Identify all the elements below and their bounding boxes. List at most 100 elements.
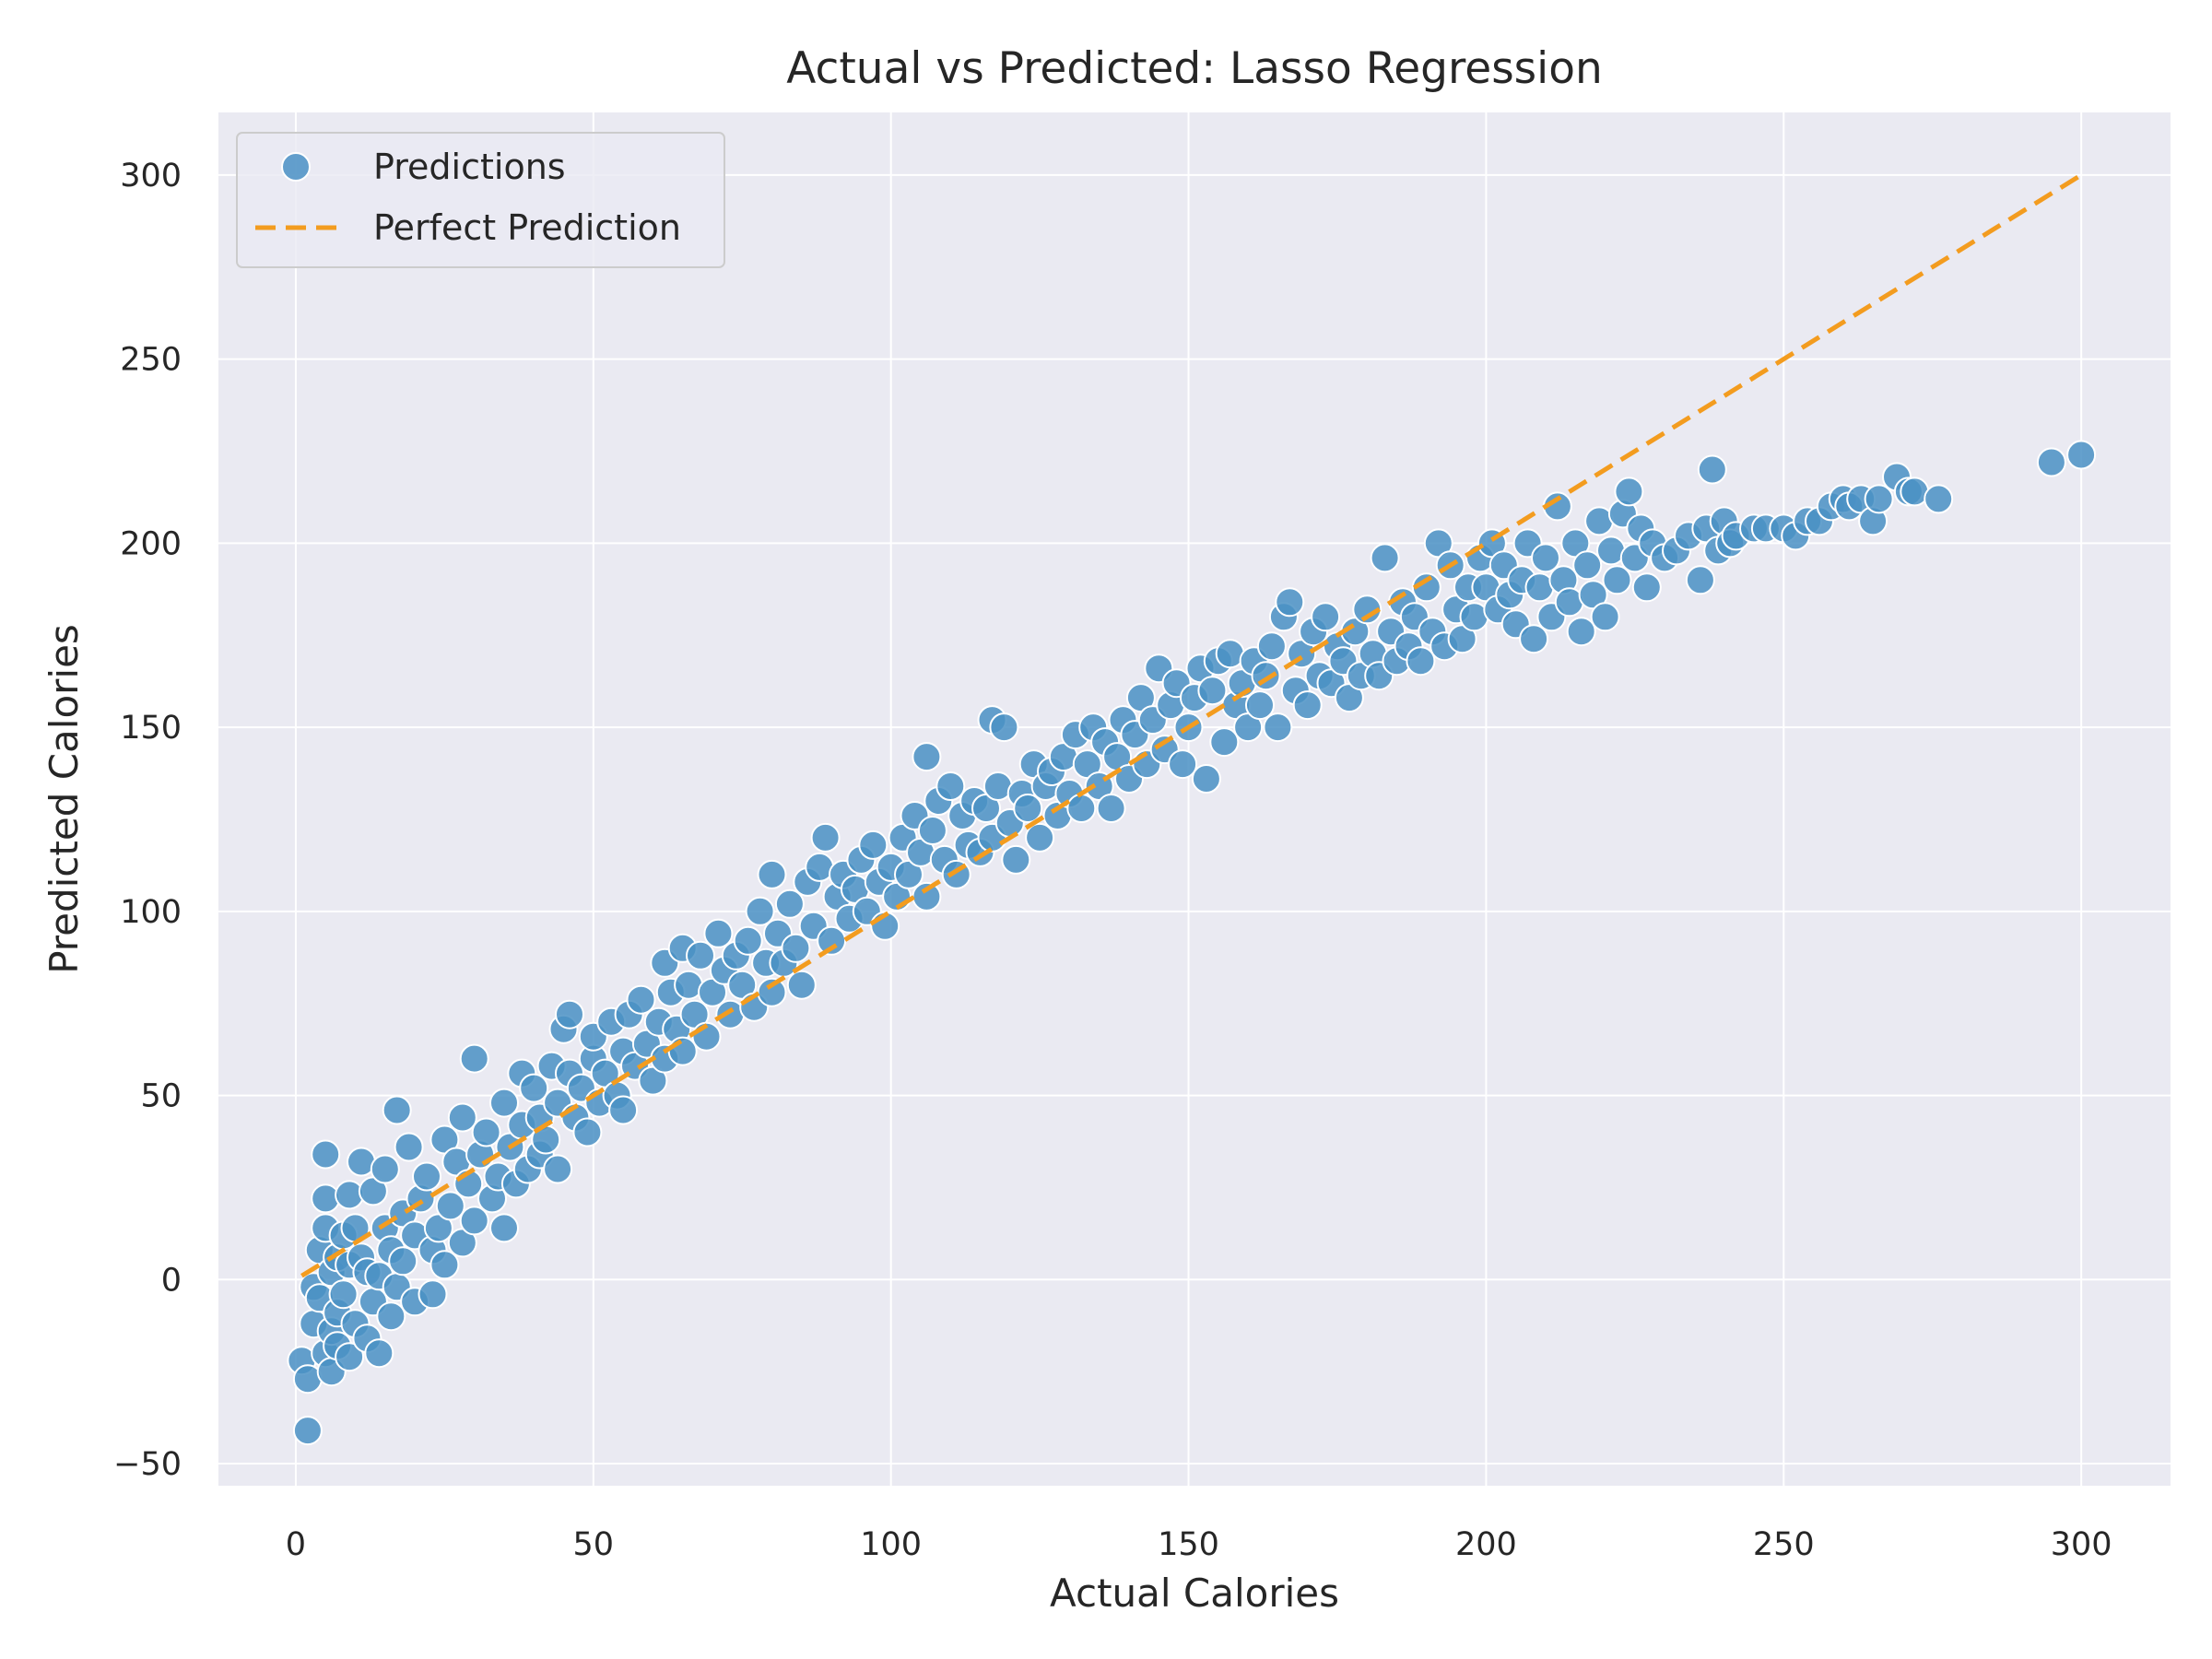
scatter-point [328,1279,359,1310]
scatter-point [543,1154,573,1184]
scatter-point [418,1279,448,1310]
scatter-point [572,1117,603,1147]
scatter-point [1566,617,1596,647]
scatter-point [1245,690,1275,721]
x-tick-label: 250 [1753,1526,1815,1563]
scatter-point [471,1117,501,1147]
perfect-prediction-line [300,172,2083,1278]
scatter-point [412,1161,441,1192]
scatter-point [1411,572,1441,603]
scatter-point [1590,602,1620,632]
x-tick-label: 150 [1158,1526,1219,1563]
scatter-point [1685,565,1715,595]
scatter-point [745,896,775,926]
y-tick-label: −50 [113,1446,182,1483]
y-axis-ticks: −50 0 50 100 150 200 250 300 [113,158,182,1483]
scatter-point [1191,764,1221,794]
scatter-point [1013,794,1043,823]
x-tick-label: 0 [286,1526,306,1563]
x-tick-label: 300 [2051,1526,2112,1563]
x-tick-label: 100 [860,1526,922,1563]
scatter-point [2036,447,2066,477]
scatter-point [519,1073,549,1103]
scatter-point [786,970,817,1000]
scatter-point [447,1102,477,1133]
scatter-point [2066,440,2097,470]
scatter-point [1066,794,1097,823]
scatter-point [1001,844,1031,875]
scatter-point [774,888,805,919]
scatter-point [989,712,1019,743]
legend-box [236,132,725,268]
legend: Predictions Perfect Prediction [236,132,725,268]
scatter-point [810,822,841,853]
scatter-point [364,1338,394,1369]
scatter-point [292,1416,323,1446]
y-tick-label: 50 [140,1078,182,1115]
y-tick-label: 100 [120,894,182,931]
scatter-point [335,1342,365,1372]
scatter-point [394,1132,424,1162]
scatter-point [1697,454,1727,485]
scatter-point [733,925,763,956]
scatter-point [555,999,584,1030]
y-axis-title: Predicted Calories [41,624,87,974]
scatter-point [1311,602,1341,632]
scatter-point [917,816,947,845]
y-tick-label: 300 [120,158,182,194]
scatter-point [912,742,942,772]
scatter-point [941,859,971,889]
scatter-point [311,1139,341,1170]
scatter-point [435,1191,465,1221]
scatter-point [1519,624,1549,654]
scatter-point [376,1301,406,1332]
chart-title: Actual vs Predicted: Lasso Regression [786,43,1603,94]
legend-label-predictions: Predictions [373,147,566,187]
legend-marker-predictions [281,152,311,182]
scatter-points [287,440,2097,1446]
x-axis-title: Actual Calories [1050,1571,1339,1616]
scatter-point [608,1095,639,1125]
x-axis-ticks: 0 50 100 150 200 250 300 [286,1526,2112,1563]
plot-area [218,112,2171,1486]
scatter-point [489,1088,519,1118]
scatter-point [1572,550,1603,581]
x-tick-label: 50 [573,1526,615,1563]
scatter-point [781,933,811,963]
scatter-point [626,984,656,1015]
scatter-point [382,1095,412,1125]
y-tick-label: 200 [120,525,182,562]
scatter-point [1096,794,1126,823]
scatter-point [686,940,715,971]
scatter-point [817,925,847,956]
scatter-point [429,1250,460,1280]
scatter-point [1275,587,1305,618]
x-tick-label: 200 [1455,1526,1517,1563]
scatter-point [1025,822,1055,853]
scatter-point [1197,676,1228,706]
scatter-point [1631,572,1662,603]
scatter-point [1352,594,1382,625]
scatter-point [667,1036,698,1066]
scatter-point [459,1206,489,1236]
y-tick-label: 250 [120,342,182,379]
scatter-point [757,859,787,889]
legend-label-perfect-prediction: Perfect Prediction [373,207,681,248]
scatter-point [1370,543,1400,573]
scatter-point [1406,646,1436,677]
scatter-point [703,918,734,948]
scatter-point [1614,477,1644,507]
scatter-point [1292,690,1323,721]
scatter-point [1256,631,1287,662]
scatter-point [1602,565,1632,595]
y-tick-label: 0 [161,1262,182,1299]
scatter-point [370,1154,400,1184]
scatter-point [1924,484,1954,514]
scatter-point [1209,727,1240,758]
y-tick-label: 150 [120,710,182,747]
scatter-point [1531,543,1560,573]
scatter-point [858,830,888,860]
scatter-point [459,1043,489,1074]
scatter-point [1263,712,1293,743]
